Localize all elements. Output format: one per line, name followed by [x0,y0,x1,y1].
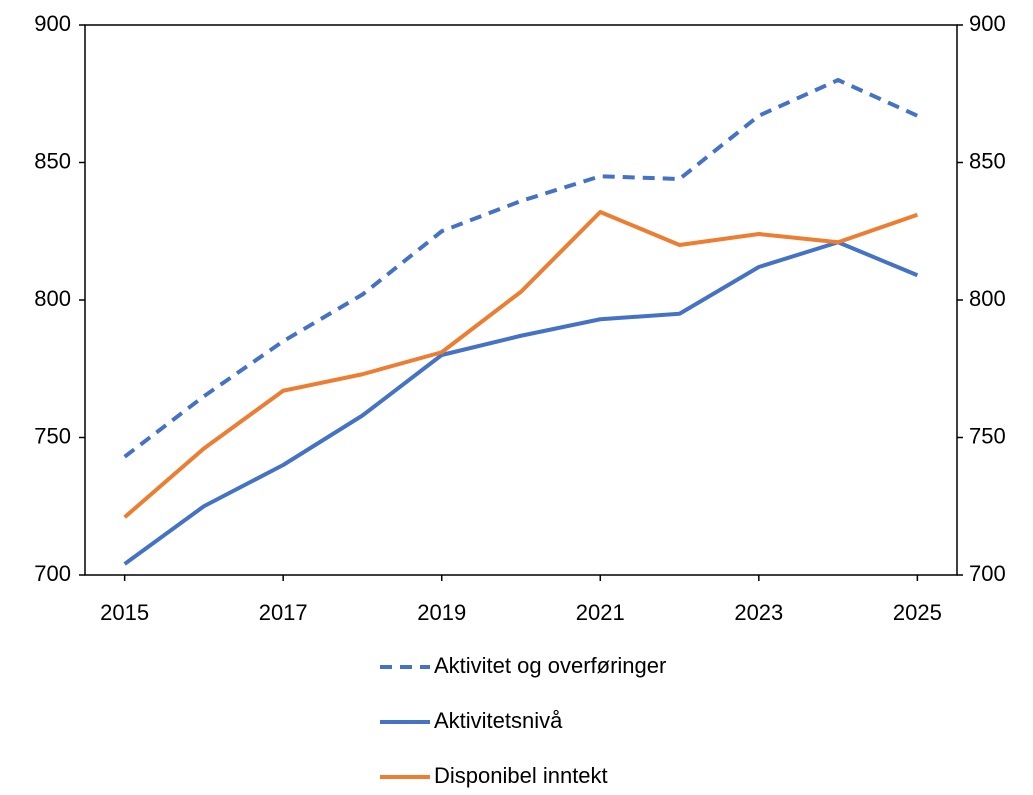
y-tick-label: 800 [34,286,71,311]
data-line [123,210,919,519]
y-tick-label: 900 [34,11,71,36]
plot-frame [84,24,958,576]
y-tick-label: 850 [34,148,71,173]
data-line [123,78,919,459]
x-tick-label: 2025 [893,600,942,625]
x-tick-label: 2021 [576,600,625,625]
x-tick-label: 2015 [100,600,149,625]
y2-tick-label: 900 [969,11,1006,36]
y2-tick-label: 800 [969,286,1006,311]
legend-label: Aktivitetsnivå [434,708,563,733]
x-tick-label: 2023 [734,600,783,625]
x-tick-label: 2019 [417,600,466,625]
legend-label: Disponibel inntekt [434,763,608,788]
legend-label: Aktivitet og overføringer [434,653,666,678]
data-line [123,240,919,566]
y2-tick-label: 700 [969,561,1006,586]
y2-tick-label: 850 [969,148,1006,173]
x-tick-label: 2017 [259,600,308,625]
y-tick-label: 700 [34,561,71,586]
y-tick-label: 750 [34,423,71,448]
y2-tick-label: 750 [969,423,1006,448]
